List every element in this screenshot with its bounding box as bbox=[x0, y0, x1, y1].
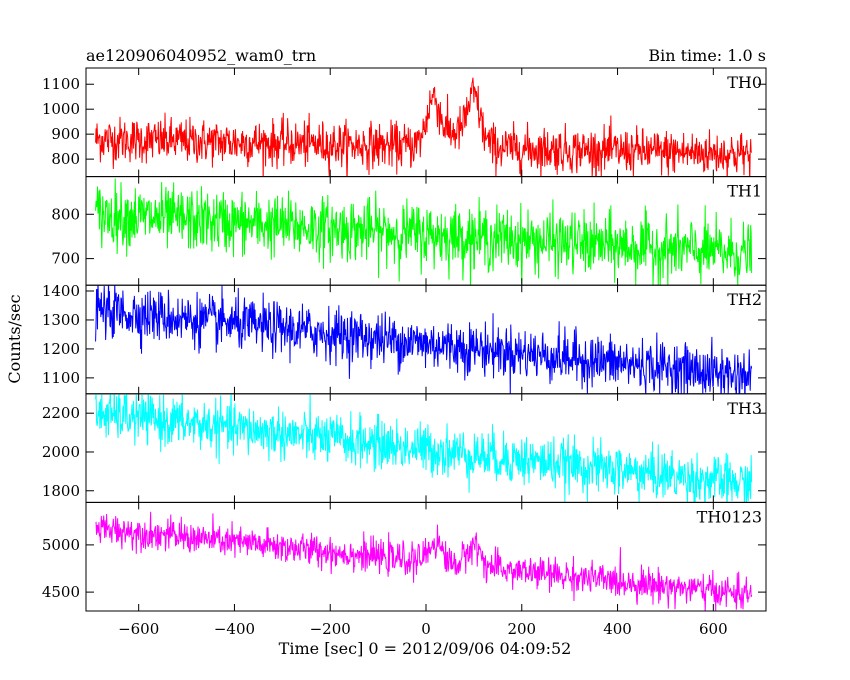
x-axis-label: Time [sec] 0 = 2012/09/06 04:09:52 bbox=[279, 639, 572, 658]
panel-label-th1: TH1 bbox=[727, 182, 762, 201]
series-th0123 bbox=[95, 511, 753, 611]
series-th2 bbox=[95, 285, 753, 394]
x-tick-label: 200 bbox=[507, 620, 536, 638]
x-tick-label: 400 bbox=[603, 620, 632, 638]
y-tick-label: 1200 bbox=[42, 340, 80, 358]
x-tick-label: 0 bbox=[421, 620, 431, 638]
panel-label-th0123: TH0123 bbox=[697, 507, 762, 526]
series-th0 bbox=[95, 77, 753, 177]
y-tick-label: 5000 bbox=[42, 536, 80, 554]
y-tick-label: 1800 bbox=[42, 482, 80, 500]
y-tick-label: 4500 bbox=[42, 583, 80, 601]
chart-title-right: Bin time: 1.0 s bbox=[648, 46, 766, 65]
y-tick-label: 800 bbox=[51, 205, 80, 223]
y-tick-label: 1400 bbox=[42, 282, 80, 300]
y-tick-label: 1100 bbox=[42, 75, 80, 93]
x-tick-label: 600 bbox=[699, 620, 728, 638]
y-tick-label: 2000 bbox=[42, 443, 80, 461]
y-tick-label: 1100 bbox=[42, 369, 80, 387]
series-th1 bbox=[95, 178, 753, 286]
x-tick-label: −400 bbox=[214, 620, 255, 638]
y-tick-label: 1000 bbox=[42, 100, 80, 118]
panels-group: 800 900 1000 1100 TH0 700 800 TH1 1100 1200 1300 14… bbox=[42, 67, 767, 638]
y-tick-label: 700 bbox=[51, 250, 80, 268]
y-tick-label: 2200 bbox=[42, 404, 80, 422]
y-tick-label: 1300 bbox=[42, 311, 80, 329]
panel-label-th2: TH2 bbox=[727, 290, 762, 309]
x-tick-label: −600 bbox=[118, 620, 159, 638]
y-axis-label: Counts/sec bbox=[5, 294, 24, 383]
y-tick-label: 900 bbox=[51, 125, 80, 143]
series-th3 bbox=[95, 393, 753, 503]
chart-title-left: ae120906040952_wam0_trn bbox=[86, 46, 316, 65]
x-tick-label: −200 bbox=[310, 620, 351, 638]
y-tick-label: 800 bbox=[51, 150, 80, 168]
panel-label-th3: TH3 bbox=[727, 399, 762, 418]
panel-label-th0: TH0 bbox=[727, 73, 762, 92]
